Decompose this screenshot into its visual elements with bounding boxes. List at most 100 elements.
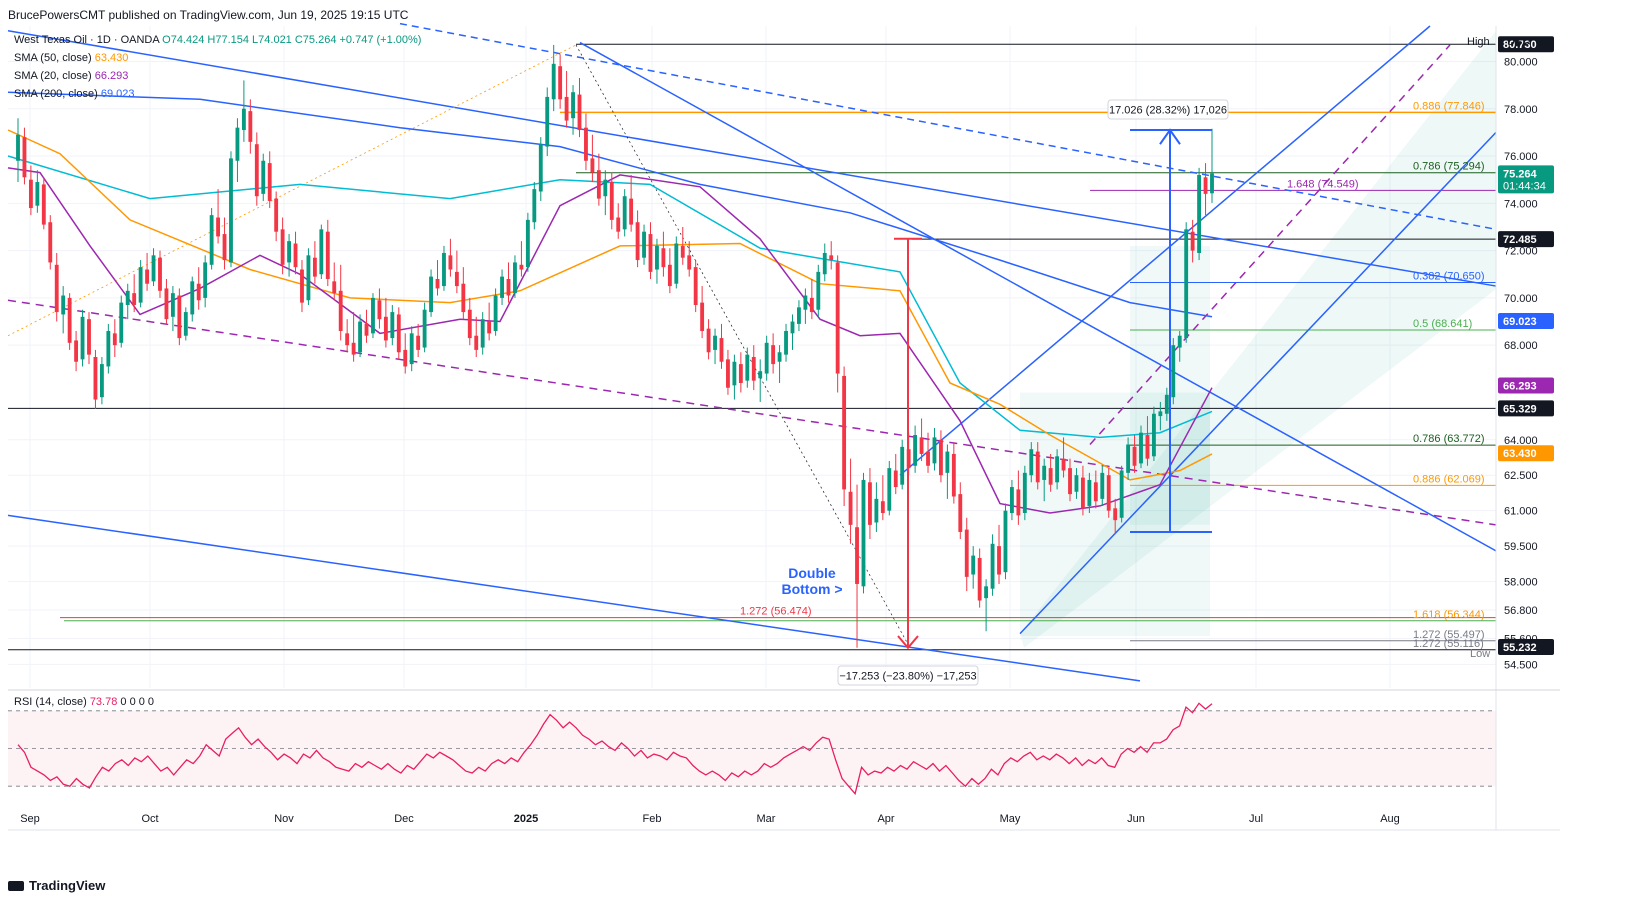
x-tick-label: 2025 (514, 813, 538, 825)
candle-body (577, 94, 582, 131)
candle-body (467, 309, 472, 339)
legend-rsi[interactable]: RSI (14, close) 73.78 0 0 0 0 (14, 696, 154, 708)
high-button[interactable]: High (1467, 36, 1490, 48)
candle-body (493, 295, 498, 331)
price-tag-text: 66.293 (1503, 381, 1537, 393)
candle-body (687, 255, 692, 270)
candle-body (803, 295, 808, 310)
tradingview-brand[interactable]: TradingView (8, 878, 105, 893)
y-tick-label: 78.000 (1504, 104, 1538, 116)
candle-body (474, 335, 479, 350)
candle-body (351, 342, 356, 355)
legend-sma200[interactable]: SMA (200, close) 69.023 (14, 88, 134, 100)
candle-body (977, 557, 982, 601)
candle-body (170, 293, 175, 317)
candle-body (500, 276, 504, 298)
ascending-channel-mid (1089, 44, 1451, 445)
x-tick-label: Mar (757, 813, 776, 825)
candle-body (713, 335, 717, 350)
candle-body (448, 255, 453, 270)
price-tag-text: 72.485 (1503, 234, 1537, 246)
candle-body (1100, 472, 1105, 499)
candle-body (751, 357, 756, 381)
x-tick-label: Sep (20, 813, 40, 825)
candles (16, 44, 1214, 648)
candle-body (158, 257, 162, 291)
candle-body (99, 364, 104, 398)
measure-up-label-box (1107, 99, 1229, 120)
candle-body (951, 453, 956, 497)
candle-body (229, 158, 233, 263)
candle-body (1177, 335, 1182, 348)
brand-name: TradingView (29, 878, 106, 893)
candle-body (1139, 432, 1143, 464)
ohlc-values: O74.424 H77.154 L74.021 C75.264 +0.747 (… (162, 34, 422, 46)
candle-body (1061, 458, 1066, 471)
candle-body (454, 271, 459, 287)
candle-body (609, 182, 614, 220)
candle-body (558, 66, 563, 100)
candle-body (809, 297, 814, 313)
candle-body (797, 307, 801, 324)
y-tick-label: 70.000 (1504, 293, 1538, 305)
candle-body (293, 243, 298, 268)
candle-body (842, 375, 847, 490)
y-tick-label: 64.000 (1504, 435, 1538, 447)
rsi-extra: 0 0 0 0 (120, 696, 155, 708)
candle-body (816, 271, 821, 310)
candle-body (119, 302, 124, 343)
price-tag-text: 69.023 (1503, 316, 1537, 328)
rsi-label: RSI (14, close) (14, 696, 87, 708)
candle-body (164, 288, 169, 320)
candle-body (106, 330, 111, 367)
price-tag (1498, 36, 1554, 53)
candle-body (790, 321, 795, 334)
candle-body (409, 333, 414, 365)
legend-sma50[interactable]: SMA (50, close) 63.430 (14, 52, 128, 64)
candle-body (861, 479, 866, 587)
currency-button[interactable]: USD (1507, 36, 1531, 48)
rsi-line (17, 702, 1213, 796)
legend-symbol[interactable]: West Texas Oil · 1D · OANDA O74.424 H77.… (14, 34, 421, 46)
drawn-lines (7, 22, 1497, 682)
candle-body (435, 278, 440, 289)
candle-body (312, 257, 317, 277)
candle-body (1029, 449, 1034, 476)
price-tag-text: 63.430 (1503, 448, 1537, 460)
candle-body (590, 158, 595, 173)
candle-body (487, 321, 492, 334)
candle-body (235, 127, 240, 161)
candle-body (216, 217, 221, 237)
y-tick-label: 68.000 (1504, 340, 1538, 352)
candle-body (680, 245, 685, 258)
candle-body (726, 359, 730, 388)
candle-body (1003, 510, 1008, 573)
candle-body (622, 196, 627, 230)
fib-label: 0.886 (62.069) (1413, 473, 1485, 485)
sma20-label: SMA (20, close) (14, 70, 92, 82)
y-tick-label: 80.000 (1504, 56, 1538, 68)
price-tag-text: 80.730 (1503, 39, 1537, 51)
candle-body (538, 144, 543, 192)
candle-body (371, 297, 375, 334)
candle-body (1087, 479, 1092, 506)
low-tag: Low (1470, 648, 1491, 660)
sma200-label: SMA (200, close) (14, 88, 98, 100)
candle-body (506, 278, 511, 296)
candle-body (964, 529, 969, 577)
tradingview-logo-icon (8, 880, 24, 891)
candle-body (1119, 470, 1124, 518)
candle-body (41, 184, 46, 225)
measure-down-label-box (837, 665, 979, 686)
y-tick-label: 62.500 (1504, 470, 1538, 482)
candle-body (267, 163, 272, 201)
legend-sma20[interactable]: SMA (20, close) 66.293 (14, 70, 128, 82)
x-tick-label: Apr (877, 813, 894, 825)
candle-body (254, 144, 259, 197)
price-tag-countdown: 01:44:34 (1503, 180, 1546, 192)
candle-body (1145, 435, 1150, 459)
candle-body (1158, 411, 1163, 417)
candle-body (377, 300, 382, 320)
candle-body (564, 96, 569, 121)
